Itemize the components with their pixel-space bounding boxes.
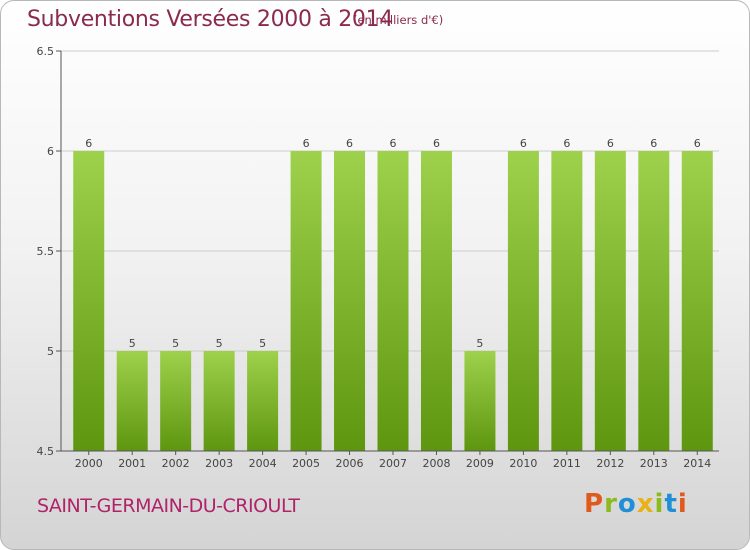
bar-value-label: 5 (476, 337, 483, 350)
x-tick-label: 2010 (509, 457, 537, 470)
x-tick-label: 2004 (249, 457, 277, 470)
bar-value-label: 5 (129, 337, 136, 350)
logo-letter: i (654, 489, 665, 519)
x-tick-label: 2000 (75, 457, 103, 470)
bar-2006 (334, 151, 366, 451)
proxiti-logo: Proxiti (584, 489, 688, 519)
bar-value-label: 5 (259, 337, 266, 350)
x-tick-label: 2003 (205, 457, 233, 470)
bar-2008 (420, 151, 452, 451)
logo-letter: r (604, 489, 618, 519)
y-tick-label: 4.5 (37, 445, 55, 458)
logo-letter: o (617, 489, 637, 519)
bar-2010 (507, 151, 539, 451)
bar-value-label: 6 (607, 137, 614, 150)
bar-value-label: 6 (303, 137, 310, 150)
bar-value-label: 6 (346, 137, 353, 150)
bar-2002 (160, 351, 192, 451)
y-tick-label: 5.5 (37, 245, 55, 258)
bar-2001 (116, 351, 148, 451)
commune-name: SAINT-GERMAIN-DU-CRIOULT (37, 495, 300, 517)
logo-letter: i (677, 489, 688, 519)
chart-unit-note: (en milliers d'€) (353, 13, 444, 27)
bar-value-label: 5 (216, 337, 223, 350)
x-tick-label: 2005 (292, 457, 320, 470)
bar-value-label: 6 (433, 137, 440, 150)
x-tick-label: 2006 (336, 457, 364, 470)
y-tick-label: 6 (47, 145, 54, 158)
x-tick-label: 2008 (422, 457, 450, 470)
logo-letter: x (636, 489, 655, 519)
bar-value-label: 6 (563, 137, 570, 150)
bar-2005 (290, 151, 322, 451)
bar-2014 (681, 151, 713, 451)
y-tick-label: 6.5 (37, 45, 55, 58)
bar-2013 (638, 151, 670, 451)
y-tick-label: 5 (47, 345, 54, 358)
bar-2004 (247, 351, 279, 451)
bar-value-label: 6 (85, 137, 92, 150)
bar-value-label: 5 (172, 337, 179, 350)
bar-2012 (594, 151, 626, 451)
x-tick-label: 2001 (118, 457, 146, 470)
x-tick-label: 2007 (379, 457, 407, 470)
bar-2000 (73, 151, 105, 451)
bar-value-label: 6 (650, 137, 657, 150)
x-tick-label: 2012 (596, 457, 624, 470)
logo-letter: P (584, 489, 605, 519)
x-tick-label: 2013 (640, 457, 668, 470)
bar-2011 (551, 151, 583, 451)
bar-value-label: 6 (390, 137, 397, 150)
chart-title: Subventions Versées 2000 à 2014 (27, 7, 394, 32)
x-tick-label: 2014 (683, 457, 711, 470)
bar-2009 (464, 351, 496, 451)
x-tick-label: 2002 (162, 457, 190, 470)
x-tick-label: 2009 (466, 457, 494, 470)
logo-letter: t (664, 489, 678, 519)
bar-2003 (203, 351, 235, 451)
bar-2007 (377, 151, 409, 451)
bar-value-label: 6 (694, 137, 701, 150)
x-tick-label: 2011 (553, 457, 581, 470)
bar-value-label: 6 (520, 137, 527, 150)
